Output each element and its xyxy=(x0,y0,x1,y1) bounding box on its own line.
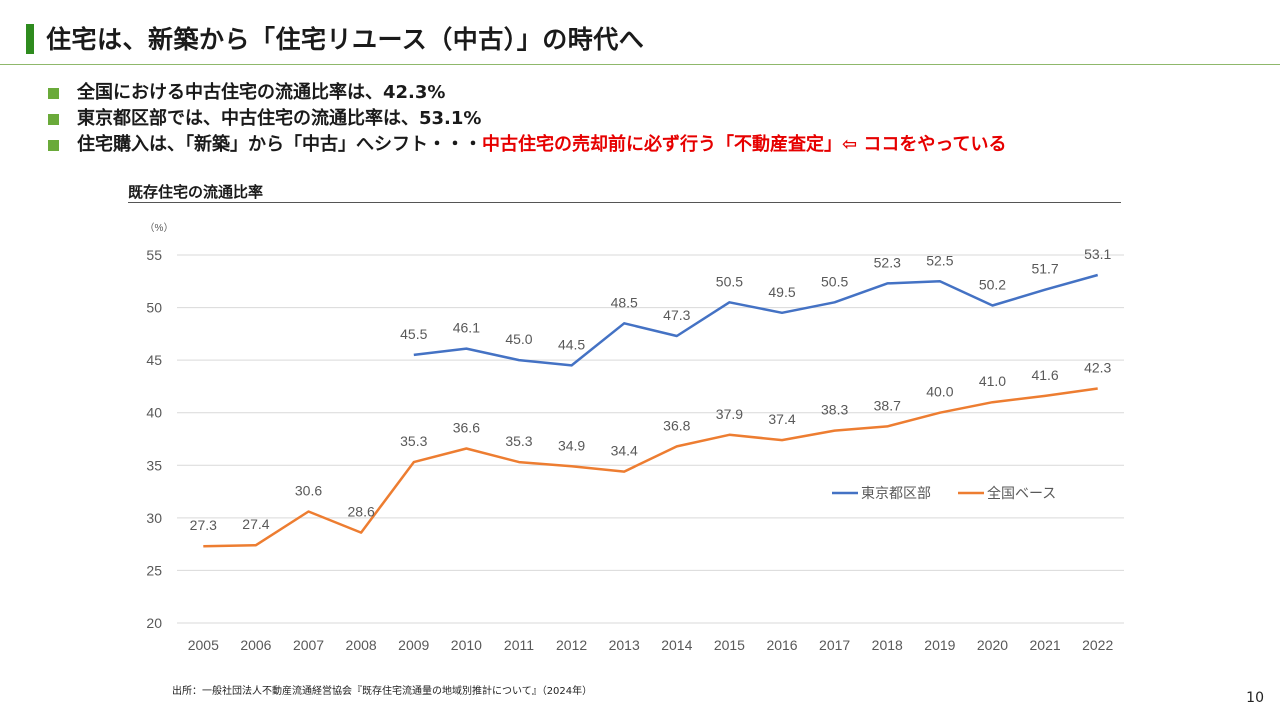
data-label: 46.1 xyxy=(453,320,480,336)
y-tick-label: 45 xyxy=(146,352,162,368)
data-label: 50.5 xyxy=(821,273,848,289)
chart-title: 既存住宅の流通比率 xyxy=(128,183,264,201)
data-label: 38.3 xyxy=(821,402,848,418)
x-tick-label: 2010 xyxy=(451,637,482,653)
data-label: 38.7 xyxy=(874,397,901,413)
bullet-list: 全国における中古住宅の流通比率は、42.3% 東京都区部では、中古住宅の流通比率… xyxy=(48,80,1006,158)
y-tick-label: 25 xyxy=(146,562,162,578)
data-label: 36.8 xyxy=(663,417,690,433)
x-tick-label: 2014 xyxy=(661,637,692,653)
y-tick-label: 30 xyxy=(146,510,162,526)
data-label: 34.4 xyxy=(611,443,638,459)
x-tick-label: 2022 xyxy=(1082,637,1113,653)
x-tick-label: 2020 xyxy=(977,637,1008,653)
bullet-text: 東京都区部では、中古住宅の流通比率は、53.1% xyxy=(77,108,482,129)
data-label: 45.0 xyxy=(505,331,532,347)
data-label: 47.3 xyxy=(663,307,690,323)
x-tick-label: 2009 xyxy=(398,637,429,653)
square-bullet-icon xyxy=(48,87,59,99)
data-label: 35.3 xyxy=(400,433,427,449)
bullet-item: 全国における中古住宅の流通比率は、42.3% xyxy=(48,80,1006,106)
x-tick-label: 2012 xyxy=(556,637,587,653)
square-bullet-icon xyxy=(48,113,59,125)
data-label: 28.6 xyxy=(348,504,375,520)
x-tick-label: 2005 xyxy=(188,637,219,653)
data-label: 53.1 xyxy=(1084,246,1111,262)
x-tick-label: 2006 xyxy=(240,637,271,653)
chart-title-divider xyxy=(128,202,1121,203)
data-label: 27.3 xyxy=(190,517,217,533)
data-label: 37.9 xyxy=(716,406,743,422)
source-note: 出所：一般社団法人不動産流通経営協会『既存住宅流通量の地域別推計について』（20… xyxy=(172,686,593,697)
page-title: 住宅は、新築から「住宅リユース（中古）」の時代へ xyxy=(46,25,645,54)
series-line-tokyo xyxy=(413,273,1099,367)
bullet-item: 東京都区部では、中古住宅の流通比率は、53.1% xyxy=(48,106,1006,132)
x-tick-label: 2011 xyxy=(504,637,534,653)
data-label: 30.6 xyxy=(295,483,322,499)
title-accent-bar xyxy=(26,24,34,54)
square-bullet-icon xyxy=(48,139,59,151)
y-tick-label: 50 xyxy=(146,300,162,316)
title-divider xyxy=(0,64,1280,65)
data-label: 52.5 xyxy=(926,252,953,268)
y-tick-label: 20 xyxy=(146,615,162,631)
x-tick-label: 2021 xyxy=(1030,637,1061,653)
y-tick-label: 35 xyxy=(146,457,162,473)
x-tick-label: 2016 xyxy=(766,637,797,653)
data-label: 37.4 xyxy=(768,411,795,427)
y-tick-label: 40 xyxy=(146,405,162,421)
series-line-national xyxy=(203,387,1098,548)
legend-label: 全国ベース xyxy=(987,485,1056,501)
data-label: 44.5 xyxy=(558,336,585,352)
data-label: 48.5 xyxy=(611,294,638,310)
data-label: 34.9 xyxy=(558,437,585,453)
data-label: 51.7 xyxy=(1031,261,1058,277)
y-axis-unit-label: （%） xyxy=(145,222,174,234)
x-tick-label: 2008 xyxy=(346,637,377,653)
data-label: 35.3 xyxy=(505,433,532,449)
data-label: 52.3 xyxy=(874,254,901,270)
legend-label: 東京都区部 xyxy=(861,485,931,501)
data-label: 40.0 xyxy=(926,384,953,400)
bullet-text: 全国における中古住宅の流通比率は、42.3% xyxy=(77,82,446,103)
data-label: 36.6 xyxy=(453,419,480,435)
data-label: 41.6 xyxy=(1031,367,1058,383)
data-label: 50.2 xyxy=(979,276,1006,292)
bullet-highlight-text: 中古住宅の売却前に必ず行う「不動産査定」⇦ ココをやっている xyxy=(482,134,1007,155)
x-tick-label: 2018 xyxy=(872,637,903,653)
data-label: 45.5 xyxy=(400,326,427,342)
x-tick-label: 2015 xyxy=(714,637,745,653)
data-label: 42.3 xyxy=(1084,360,1111,376)
data-label: 50.5 xyxy=(716,273,743,289)
x-tick-label: 2013 xyxy=(609,637,640,653)
data-label: 41.0 xyxy=(979,373,1006,389)
x-tick-label: 2017 xyxy=(819,637,850,653)
page-number: 10 xyxy=(1246,690,1264,706)
x-tick-label: 2007 xyxy=(293,637,324,653)
bullet-text: 住宅購入は、「新築」から「中古」へシフト・・・ xyxy=(77,134,482,155)
y-tick-label: 55 xyxy=(146,247,162,263)
bullet-item: 住宅購入は、「新築」から「中古」へシフト・・・ 中古住宅の売却前に必ず行う「不動産… xyxy=(48,132,1006,158)
x-tick-label: 2019 xyxy=(924,637,955,653)
data-label: 49.5 xyxy=(768,284,795,300)
data-label: 27.4 xyxy=(242,516,269,532)
